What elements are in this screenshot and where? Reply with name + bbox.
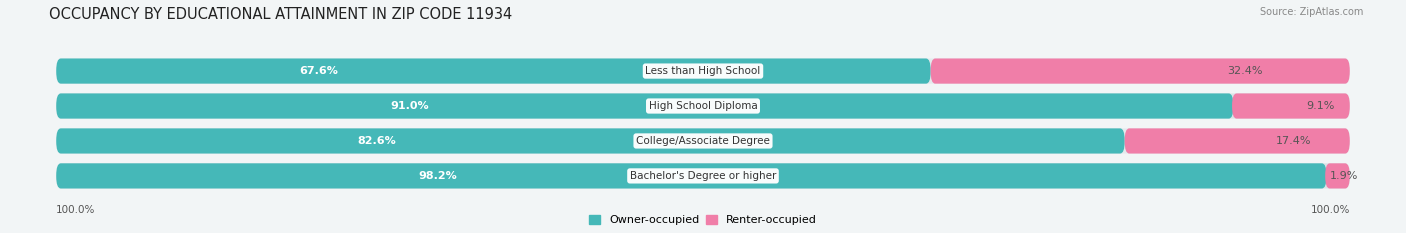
FancyBboxPatch shape [56, 93, 1350, 119]
FancyBboxPatch shape [1125, 128, 1350, 154]
FancyBboxPatch shape [931, 58, 1350, 84]
Text: 91.0%: 91.0% [389, 101, 429, 111]
Text: 100.0%: 100.0% [1310, 205, 1350, 215]
FancyBboxPatch shape [56, 128, 1350, 154]
Text: Source: ZipAtlas.com: Source: ZipAtlas.com [1260, 7, 1364, 17]
FancyBboxPatch shape [56, 163, 1326, 188]
Text: College/Associate Degree: College/Associate Degree [636, 136, 770, 146]
FancyBboxPatch shape [56, 58, 1350, 84]
Text: 67.6%: 67.6% [299, 66, 337, 76]
Text: 32.4%: 32.4% [1227, 66, 1263, 76]
Text: High School Diploma: High School Diploma [648, 101, 758, 111]
Text: 17.4%: 17.4% [1275, 136, 1312, 146]
FancyBboxPatch shape [1232, 93, 1350, 119]
Text: Less than High School: Less than High School [645, 66, 761, 76]
Text: 9.1%: 9.1% [1306, 101, 1334, 111]
Text: 100.0%: 100.0% [56, 205, 96, 215]
Text: 1.9%: 1.9% [1330, 171, 1358, 181]
FancyBboxPatch shape [56, 128, 1125, 154]
Text: 98.2%: 98.2% [418, 171, 457, 181]
Text: Bachelor's Degree or higher: Bachelor's Degree or higher [630, 171, 776, 181]
Text: 82.6%: 82.6% [357, 136, 396, 146]
FancyBboxPatch shape [56, 58, 931, 84]
Text: OCCUPANCY BY EDUCATIONAL ATTAINMENT IN ZIP CODE 11934: OCCUPANCY BY EDUCATIONAL ATTAINMENT IN Z… [49, 7, 512, 22]
Legend: Owner-occupied, Renter-occupied: Owner-occupied, Renter-occupied [589, 215, 817, 225]
FancyBboxPatch shape [1326, 163, 1350, 188]
FancyBboxPatch shape [56, 163, 1350, 188]
FancyBboxPatch shape [56, 93, 1233, 119]
